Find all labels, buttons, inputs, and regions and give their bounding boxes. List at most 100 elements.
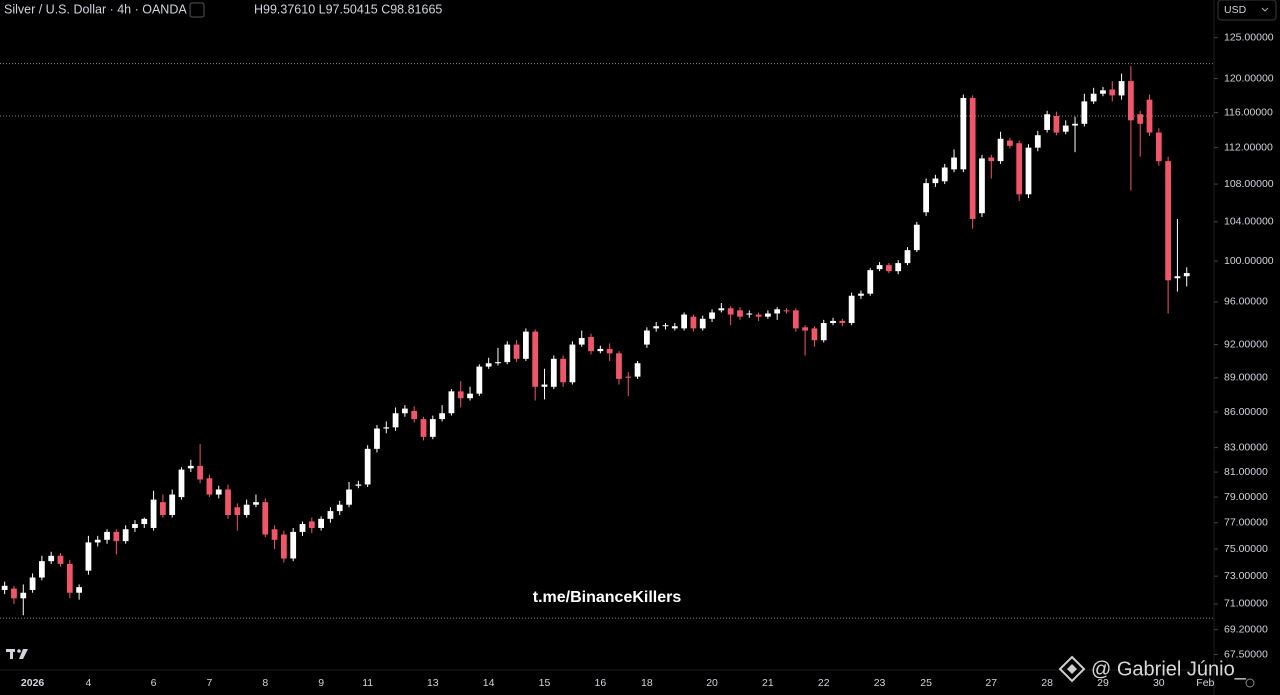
x-tick-label: 6 xyxy=(151,677,157,689)
y-tick-label: 100.00000 xyxy=(1224,255,1274,267)
candle-body xyxy=(895,263,902,272)
candle-body xyxy=(904,250,911,264)
candle-body xyxy=(764,313,771,317)
y-tick-label: 69.20000 xyxy=(1224,623,1268,635)
candle-body xyxy=(48,555,55,562)
candle-body xyxy=(876,265,883,270)
candle-body xyxy=(1183,273,1190,277)
candle-body xyxy=(429,419,436,437)
candle-body xyxy=(318,518,325,528)
candle-body xyxy=(1155,132,1162,162)
candle-body xyxy=(988,157,995,162)
candle-body xyxy=(85,542,92,571)
candle-body xyxy=(951,157,957,170)
candle-body xyxy=(253,502,259,505)
candle-body xyxy=(271,529,278,540)
candle-body xyxy=(513,344,520,359)
candle-body xyxy=(1044,114,1051,130)
candle-body xyxy=(606,348,613,354)
candle-body xyxy=(923,183,930,213)
candle-body xyxy=(811,328,818,341)
candle-body xyxy=(485,363,492,367)
icon[interactable] xyxy=(189,2,205,18)
candle-body xyxy=(94,539,101,543)
x-tick-label: 29 xyxy=(1097,677,1109,689)
candle-body xyxy=(718,308,725,311)
currency-dropdown[interactable] xyxy=(1217,0,1277,21)
x-tick-label: 11 xyxy=(362,677,373,689)
candle-body xyxy=(122,529,129,542)
candle-body xyxy=(392,413,399,428)
y-tick-label: 89.00000 xyxy=(1224,372,1268,384)
candle-body xyxy=(1,585,8,590)
candle-body xyxy=(38,561,45,578)
candle-body xyxy=(346,489,352,505)
x-tick-label: 27 xyxy=(985,677,997,689)
candle-body xyxy=(997,138,1004,162)
x-tick-label: 14 xyxy=(483,677,495,689)
candle-body xyxy=(839,320,846,324)
y-tick-label: 75.00000 xyxy=(1224,543,1268,555)
candle-body xyxy=(643,330,650,345)
watermark: t.me/BinanceKillers xyxy=(533,589,682,606)
candle-body xyxy=(885,265,892,272)
credit-logo xyxy=(1058,655,1086,683)
candle-body xyxy=(932,178,939,184)
candle-body xyxy=(532,331,539,387)
y-tick-label: 71.00000 xyxy=(1224,598,1268,610)
candle-body xyxy=(197,465,204,480)
candle-body xyxy=(262,502,269,535)
candle-body xyxy=(132,524,138,528)
candle-body xyxy=(1053,115,1060,133)
candle-body xyxy=(383,427,390,429)
candle-body xyxy=(792,310,799,329)
candle-body xyxy=(737,310,743,317)
y-tick-label: 112.00000 xyxy=(1224,141,1273,153)
symbol-title: Silver / U.S. Dollar · 4h · OANDA xyxy=(4,2,187,16)
candle-body xyxy=(671,326,678,329)
candle-body xyxy=(783,310,790,312)
candle-body xyxy=(774,309,781,314)
candle-body xyxy=(560,358,567,383)
candle-body xyxy=(457,391,464,399)
x-tick-label: Feb xyxy=(1196,677,1214,689)
settings-icon[interactable] xyxy=(1245,678,1255,688)
x-tick-label: 21 xyxy=(762,677,774,689)
candle-body xyxy=(960,97,967,170)
candle-body xyxy=(616,353,622,379)
candle-body xyxy=(1090,93,1097,102)
candle-body xyxy=(141,518,148,525)
y-tick-label: 92.00000 xyxy=(1224,338,1268,350)
candle-body xyxy=(11,588,17,599)
y-tick-label: 104.00000 xyxy=(1224,216,1274,228)
x-tick-label: 23 xyxy=(874,677,886,689)
candle-body xyxy=(364,448,371,485)
candle-body xyxy=(355,484,362,486)
candle-body xyxy=(653,326,660,329)
x-tick-label: 15 xyxy=(539,677,551,689)
y-tick-label: 125.00000 xyxy=(1224,32,1274,44)
candle-body xyxy=(299,524,306,532)
tradingview-logo xyxy=(6,649,28,659)
candle-body xyxy=(411,410,418,420)
candle-body xyxy=(187,465,194,469)
dropdown-caret xyxy=(1261,7,1269,12)
candle-body xyxy=(290,531,297,559)
candle-body xyxy=(420,419,427,437)
plot-area xyxy=(0,63,1214,619)
x-tick-label: 16 xyxy=(595,677,607,689)
x-tick-label: 4 xyxy=(86,677,92,689)
y-tick-label: 83.00000 xyxy=(1224,441,1268,453)
ohlc-readout: H99.37610 L97.50415 C98.81665 xyxy=(254,2,442,16)
candle-body xyxy=(150,499,157,528)
candle-body xyxy=(588,336,594,352)
candle-body xyxy=(234,507,241,515)
candle-body xyxy=(104,531,110,540)
x-tick-label: 18 xyxy=(641,677,653,689)
x-tick-label: 9 xyxy=(318,677,324,689)
candle-body xyxy=(243,504,250,515)
y-tick-label: 96.00000 xyxy=(1224,296,1268,308)
candle-body xyxy=(522,331,529,359)
candle-body xyxy=(29,577,36,590)
x-tick-label: 28 xyxy=(1041,677,1053,689)
